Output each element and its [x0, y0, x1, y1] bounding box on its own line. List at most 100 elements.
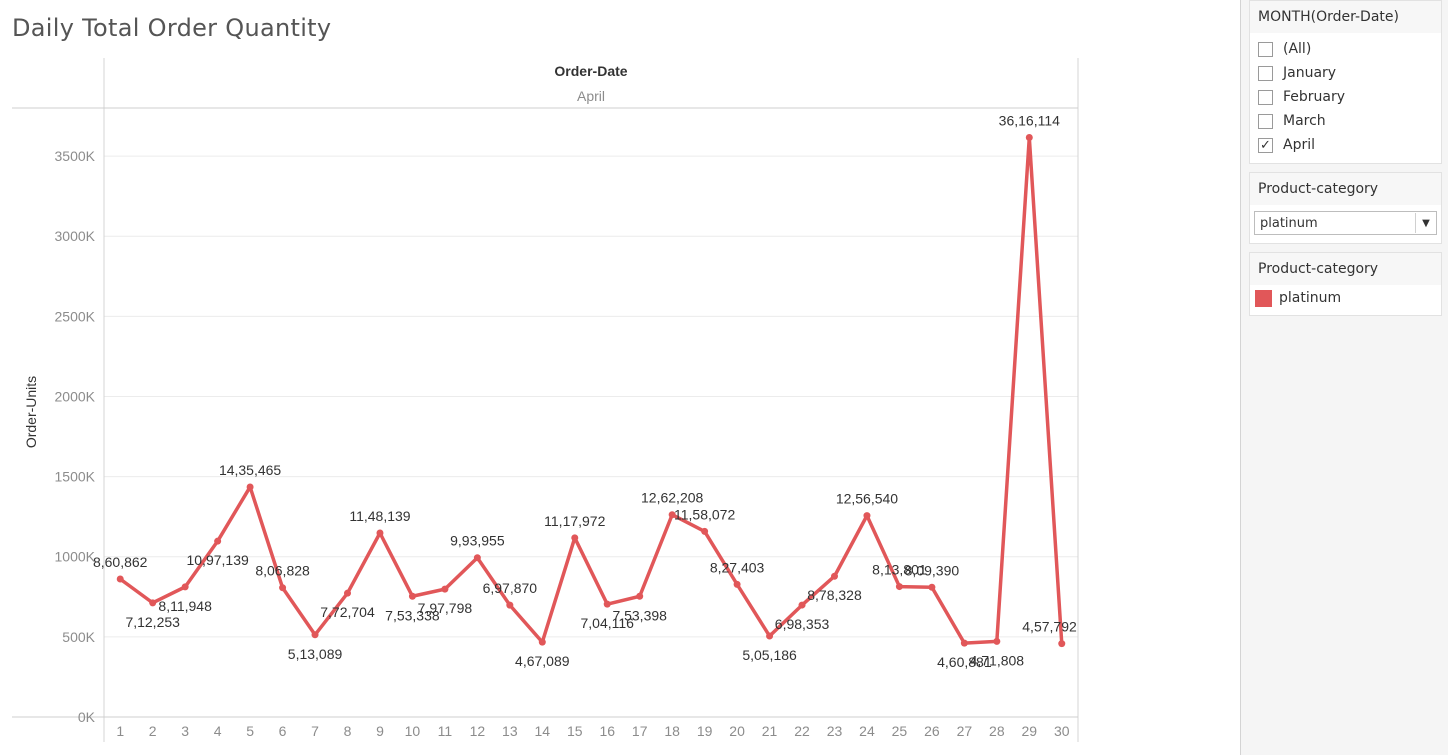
data-point[interactable] [506, 601, 514, 609]
data-point[interactable] [116, 575, 124, 583]
data-label: 11,17,972 [544, 513, 605, 529]
legend-item[interactable]: platinum [1250, 285, 1441, 311]
side-panel: MONTH(Order-Date) (All) January February Ma… [1240, 0, 1448, 755]
data-label: 4,57,792 [1022, 619, 1077, 635]
month-filter-label: January [1283, 65, 1337, 81]
data-point[interactable] [636, 592, 644, 600]
y-tick-label: 1500K [55, 469, 96, 485]
data-point[interactable] [928, 583, 936, 591]
month-filter-item[interactable]: (All) [1250, 37, 1441, 61]
data-point[interactable] [831, 572, 838, 580]
legend-title: Product-category [1250, 253, 1441, 285]
data-label: 14,35,465 [219, 462, 281, 478]
month-filter-item[interactable]: March [1250, 109, 1441, 133]
x-tick-label: 21 [762, 723, 778, 739]
legend-card: Product-category platinum [1249, 252, 1442, 316]
data-label: 8,27,403 [710, 559, 765, 575]
data-points [116, 133, 1066, 648]
data-label: 11,58,072 [674, 506, 735, 522]
data-point[interactable] [798, 601, 806, 609]
data-point[interactable] [863, 512, 871, 520]
data-label: 7,12,253 [125, 614, 180, 630]
y-tick-label: 2000K [55, 388, 96, 404]
x-tick-label: 15 [567, 723, 583, 739]
y-tick-label: 0K [78, 709, 96, 725]
chart-frame [12, 58, 1079, 742]
data-point[interactable] [181, 583, 189, 591]
data-label: 8,78,328 [807, 587, 862, 603]
chevron-down-icon[interactable]: ▼ [1415, 213, 1436, 233]
data-point[interactable] [149, 599, 157, 607]
x-tick-label: 23 [827, 723, 843, 739]
x-tick-label: 7 [311, 723, 319, 739]
data-point[interactable] [571, 534, 579, 542]
data-label: 6,97,870 [483, 580, 538, 596]
checkbox-icon[interactable] [1258, 113, 1273, 129]
x-tick-label: 1 [116, 723, 124, 739]
x-tick-label: 2 [149, 723, 157, 739]
y-tick-label: 3000K [55, 228, 96, 244]
data-point[interactable] [766, 632, 774, 640]
month-filter-title: MONTH(Order-Date) [1250, 1, 1441, 33]
month-filter-item[interactable]: ✓ April [1250, 133, 1441, 157]
y-tick-label: 1000K [55, 549, 96, 565]
y-tick-label: 3500K [55, 148, 96, 164]
y-axis-ticks: 0K 500K 1000K 1500K 2000K 2500K 3000K 3500K [55, 148, 96, 725]
x-tick-label: 28 [989, 723, 1005, 739]
month-filter-label: March [1283, 113, 1326, 129]
data-point[interactable] [668, 511, 676, 519]
data-label: 6,98,353 [775, 616, 830, 632]
month-filter-label: April [1283, 137, 1315, 153]
data-point[interactable] [1025, 133, 1033, 141]
data-point[interactable] [733, 580, 741, 588]
x-tick-label: 29 [1022, 723, 1038, 739]
data-point[interactable] [408, 592, 416, 600]
data-point[interactable] [538, 638, 546, 646]
x-tick-label: 11 [438, 723, 453, 739]
data-point[interactable] [246, 483, 254, 491]
column-subheader: April [577, 88, 605, 104]
data-point[interactable] [1058, 640, 1066, 648]
data-point[interactable] [993, 637, 1001, 645]
data-point[interactable] [311, 631, 319, 639]
legend-label: platinum [1279, 290, 1342, 306]
month-filter-item[interactable]: February [1250, 85, 1441, 109]
data-point[interactable] [441, 585, 449, 593]
x-tick-label: 8 [344, 723, 352, 739]
x-tick-label: 14 [535, 723, 551, 739]
data-point[interactable] [279, 584, 287, 592]
data-label: 7,04,116 [580, 615, 634, 631]
month-filter-item[interactable]: January [1250, 61, 1441, 85]
data-label: 8,06,828 [255, 563, 310, 579]
data-label: 4,71,808 [970, 652, 1025, 668]
line-chart: Order-Date April Order-Units 0K 500K 1000K… [12, 58, 1079, 742]
data-point[interactable] [701, 527, 709, 535]
data-point[interactable] [214, 537, 222, 545]
data-point[interactable] [376, 529, 384, 537]
data-label: 7,53,338 [385, 607, 440, 623]
checkbox-icon[interactable] [1258, 65, 1273, 81]
checkbox-icon[interactable] [1258, 41, 1273, 57]
data-point[interactable] [895, 583, 903, 591]
data-point[interactable] [960, 639, 968, 647]
data-point[interactable] [344, 589, 351, 597]
x-tick-label: 5 [246, 723, 254, 739]
month-filter-label: (All) [1283, 41, 1312, 57]
x-tick-label: 20 [729, 723, 745, 739]
data-label: 36,16,114 [999, 112, 1060, 128]
data-label: 5,13,089 [288, 646, 343, 662]
data-label: 5,05,186 [742, 647, 797, 663]
x-tick-label: 26 [924, 723, 940, 739]
category-filter-card: Product-category platinum ▼ [1249, 172, 1442, 244]
category-dropdown[interactable]: platinum ▼ [1254, 211, 1437, 235]
data-point[interactable] [603, 600, 611, 608]
x-tick-label: 19 [697, 723, 713, 739]
checkbox-checked-icon[interactable]: ✓ [1258, 137, 1273, 153]
legend-swatch [1255, 289, 1272, 307]
column-header: Order-Date [554, 63, 627, 79]
data-point[interactable] [473, 554, 481, 562]
x-tick-label: 18 [664, 723, 680, 739]
checkbox-icon[interactable] [1258, 89, 1273, 105]
category-dropdown-value: platinum [1260, 215, 1318, 231]
x-tick-label: 9 [376, 723, 384, 739]
